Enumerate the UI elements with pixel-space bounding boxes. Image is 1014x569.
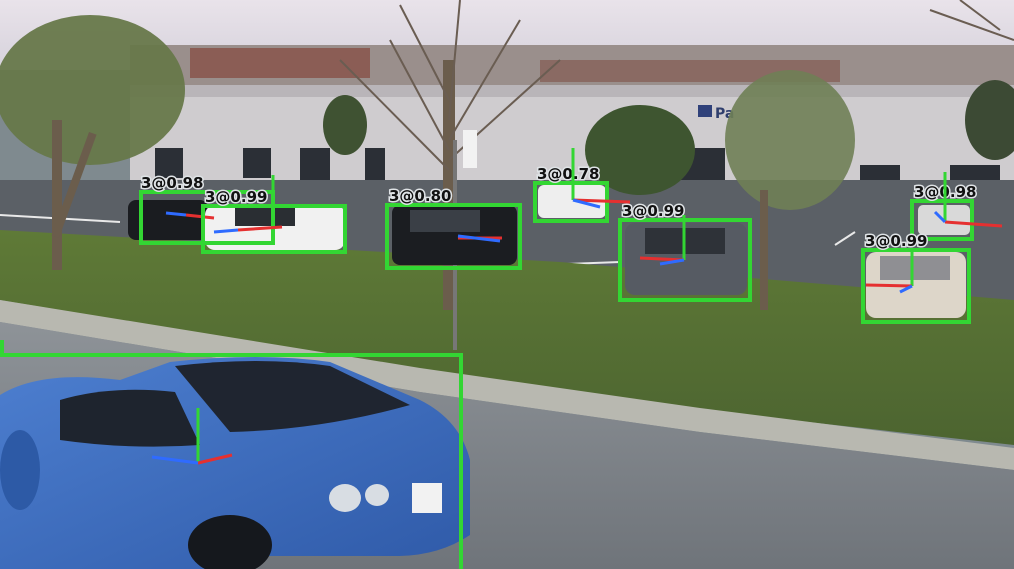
axis-x-line [185,213,215,220]
axis-y-line [165,211,187,217]
detection-label: 3@0.99 [865,232,927,250]
axis-y-line [933,210,947,224]
axis-x-line [237,225,283,232]
detection-box [0,340,463,569]
detection-box: 3@0.98 [139,173,275,245]
axis-y-line [151,455,199,465]
building-logo-icon [698,105,712,117]
detection-label: 3@0.98 [141,174,203,192]
axis-y-line [572,198,601,209]
axis-y-line [899,284,913,294]
detection-box: 3@0.98 [910,172,1003,241]
axis-y-line [659,258,685,266]
blue-sports-car [0,357,470,569]
detection-box: 3@0.99 [618,201,752,302]
detection-label: 3@0.80 [389,187,451,205]
parking-sign [463,130,477,168]
detection-label: 3@0.99 [205,188,267,206]
axis-y-line [457,234,501,243]
axis-x-line [639,256,685,262]
detection-box: 3@0.78 [533,148,631,223]
detection-label: 3@0.99 [622,202,684,220]
axis-x-line [197,453,233,465]
axis-y-line [213,228,239,234]
detection-box: 3@0.80 [385,186,522,270]
parked-cars [128,185,970,318]
curb [0,300,1014,470]
axis-x-line [865,283,913,288]
detection-label: 3@0.78 [537,165,599,183]
detection-box: 3@0.99 [861,231,971,324]
axis-x-line [572,198,631,204]
detection-box: 3@0.99 [201,175,347,254]
axis-x-line [944,220,1003,228]
detection-overlay: 3@0.98 3@0.99 3@0.80 3@0.78 [0,148,1003,569]
